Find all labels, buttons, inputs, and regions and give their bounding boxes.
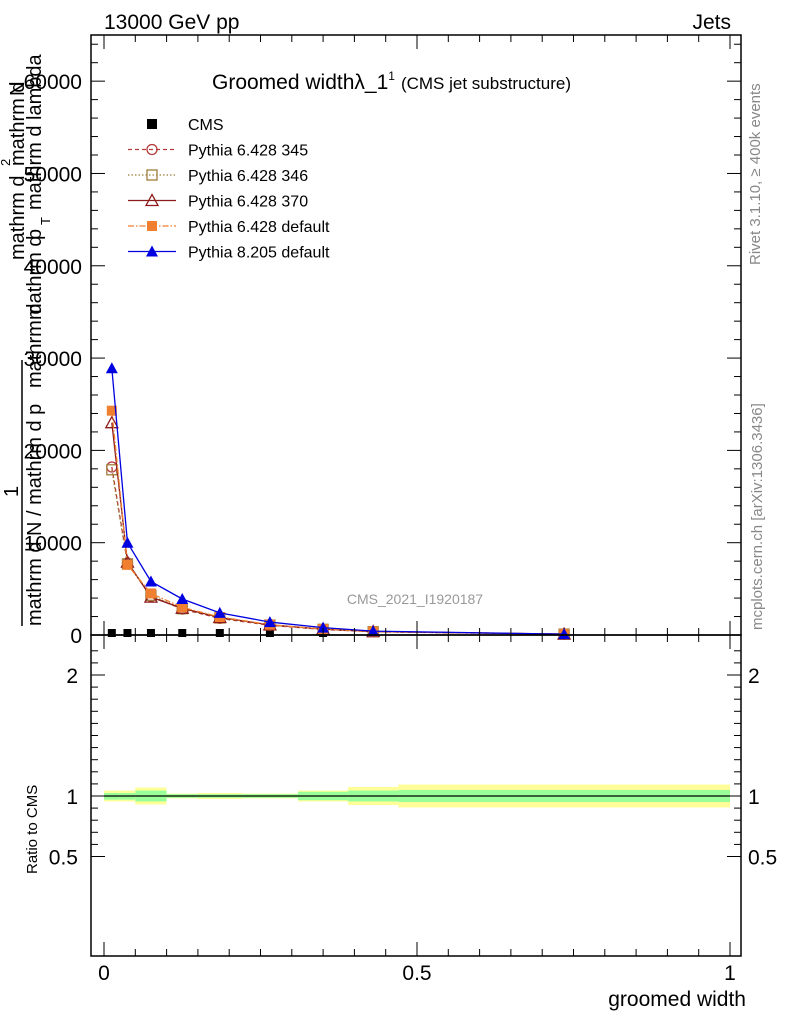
process-label: Jets (692, 11, 731, 34)
legend-label: Pythia 6.428 346 (188, 168, 308, 185)
tick-label: 0.5 (748, 847, 777, 870)
ylabel-dn-dp: mathrm d N / mathrm d p (24, 404, 46, 626)
tick-label: 1 (66, 786, 78, 809)
tick-label: 60000 (24, 71, 82, 94)
legend-label: Pythia 8.205 default (188, 245, 330, 262)
legend-item: Pythia 6.428 346 (128, 168, 308, 185)
tick-label: 30000 (24, 348, 82, 371)
data-point (317, 621, 330, 633)
tick-label: 2 (748, 665, 760, 688)
mcplots-label: mcplots.cern.ch [arXiv:1306.3436] (749, 403, 766, 630)
ylabel-num-sup: 2 (0, 159, 13, 166)
data-point (367, 625, 380, 637)
data-point (106, 405, 117, 416)
data-point (107, 629, 116, 637)
data-point (178, 629, 187, 637)
data-point (105, 362, 118, 374)
data-point (144, 575, 157, 587)
legend-item: Pythia 6.428 345 (128, 143, 308, 160)
legend-marker (146, 245, 158, 257)
tick-label: 2 (66, 665, 78, 688)
chart-subtitle: (CMS jet substructure) (401, 74, 571, 93)
tick-label: 20000 (24, 440, 82, 463)
tick-label: 50000 (24, 163, 82, 186)
chart-title: Groomed widthλ_11 (CMS jet substructure) (212, 69, 571, 94)
legend-label: Pythia 6.428 345 (188, 143, 308, 160)
chart-title-sup: 1 (388, 69, 395, 83)
data-point (123, 629, 132, 637)
y-axis-label-ratio: Ratio to CMS (24, 785, 41, 874)
ylabel-one: 1 (1, 486, 23, 497)
legend: CMS Pythia 6.428 345 Pythia 6.428 346 Pythi… (128, 117, 330, 262)
ylabel-den-lambda: mathrm d lambda (24, 54, 46, 210)
y-axis-label-main: 1 mathrm d N / mathrm d p mathrm d mathr… (0, 54, 53, 626)
legend-item: CMS (147, 117, 224, 134)
data-point (177, 602, 188, 613)
energy-label: 13000 GeV pp (104, 11, 239, 34)
data-point (104, 415, 119, 429)
tick-label: 0.5 (49, 847, 78, 870)
series-line (111, 368, 565, 635)
tick-label: 10000 (24, 533, 82, 556)
ylabel-num-N: N (7, 82, 29, 96)
data-point (145, 588, 156, 599)
axis-ticks (91, 35, 741, 956)
tick-label: 0 (98, 962, 110, 985)
series-pythia-6-428-default (106, 405, 570, 640)
legend-marker (144, 193, 160, 207)
ylabel-num-top-d: mathrm d (7, 82, 29, 166)
legend-item: Pythia 8.205 default (128, 245, 330, 262)
legend-marker (146, 169, 158, 181)
series-pythia-8-205-default (105, 362, 571, 640)
data-point (121, 536, 134, 548)
data-point (213, 606, 226, 618)
data-point (122, 559, 133, 570)
data-point (263, 616, 276, 628)
data-point (146, 629, 155, 637)
tick-label: 0.5 (402, 962, 431, 985)
legend-label: Pythia 6.428 default (188, 219, 330, 236)
tick-label: 1 (748, 786, 760, 809)
legend-label: Pythia 6.428 370 (188, 194, 308, 211)
data-point (558, 628, 571, 640)
tick-label: 0 (70, 625, 82, 648)
data-point (176, 593, 189, 604)
data-point (215, 629, 224, 637)
x-axis-label: groomed width (608, 988, 746, 1011)
rivet-label: Rivet 3.1.10, ≥ 400k events (747, 83, 764, 265)
legend-marker (146, 143, 158, 156)
tick-label: 1 (724, 962, 736, 985)
tick-labels: 0 10000 20000 30000 40000 50000 60000 0.5 0.5 1 1 2… (24, 71, 778, 985)
legend-item: Pythia 6.428 default (128, 219, 330, 236)
ylabel-den-T: T (38, 217, 53, 225)
legend-marker (147, 221, 157, 231)
ylabel-den-d1: mathrm d (24, 236, 46, 320)
ylabel-d-frag: mathrm d (24, 304, 46, 388)
analysis-watermark: CMS_2021_I1920187 (347, 591, 483, 607)
legend-label: CMS (188, 117, 224, 134)
legend-item: Pythia 6.428 370 (128, 193, 308, 211)
legend-marker (147, 119, 157, 129)
main-series (104, 362, 572, 640)
chart-title-main: Groomed widthλ_1 (212, 71, 388, 94)
tick-label: 40000 (24, 256, 82, 279)
ylabel-den-p: p (24, 229, 46, 240)
ylabel-num-d: mathrm d (7, 176, 29, 260)
series-pythia-6-428-370 (104, 415, 572, 640)
data-point (265, 629, 274, 637)
